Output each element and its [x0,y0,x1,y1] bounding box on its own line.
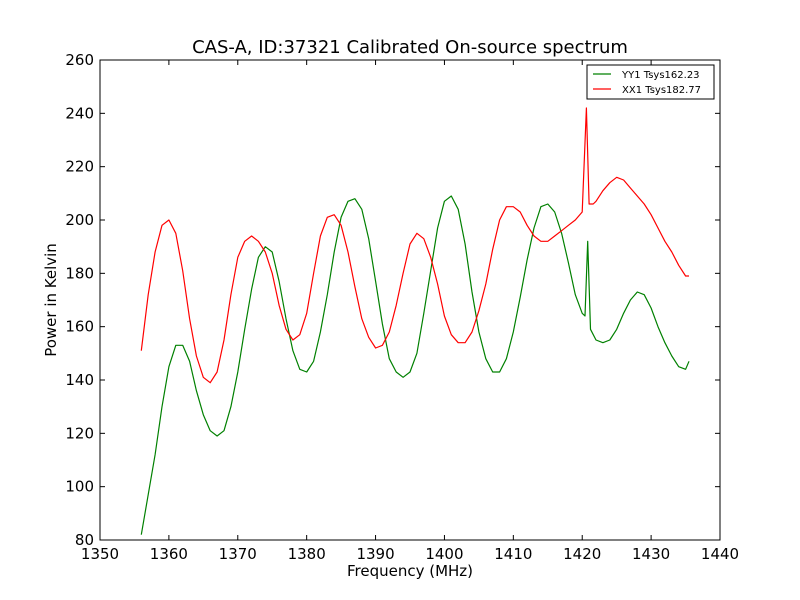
legend: YY1 Tsys162.23 XX1 Tsys182.77 [586,64,715,100]
y-tick-label: 220 [65,158,94,176]
y-tick-label: 240 [65,104,94,122]
legend-box [586,64,715,100]
x-axis: 1350 1360 1370 1380 1390 1400 1410 1420 1430 1440 [81,60,739,563]
plot-frame [99,59,721,541]
plot-area [100,60,720,540]
series-line-yy1 [140,195,690,535]
legend-label-xx1: XX1 Tsys182.77 [622,85,701,96]
x-tick-label: 1430 [632,545,670,563]
x-tick-label: 1390 [356,545,394,563]
y-axis: 80 100 120 140 160 180 200 220 240 260 [65,51,720,549]
y-tick-label: 80 [75,531,94,549]
series-layer [140,107,690,535]
x-tick-label: 1440 [701,545,739,563]
x-tick-label: 1350 [81,545,119,563]
y-tick-label: 100 [65,478,94,496]
y-tick-label: 120 [65,424,94,442]
chart-title: CAS-A, ID:37321 Calibrated On-source spe… [192,37,628,58]
x-tick-label: 1410 [494,545,532,563]
series-line-xx1 [140,107,689,384]
x-tick-label: 1370 [219,545,257,563]
y-tick-label: 160 [65,318,94,336]
y-tick-label: 140 [65,371,94,389]
legend-label-yy1: YY1 Tsys162.23 [621,70,700,81]
x-tick-label: 1360 [150,545,188,563]
y-tick-label: 260 [65,51,94,69]
x-tick-label: 1420 [563,545,601,563]
x-tick-label: 1400 [425,545,463,563]
y-axis-label: Power in Kelvin [42,243,60,357]
x-axis-label: Frequency (MHz) [347,562,473,580]
x-tick-label: 1380 [288,545,326,563]
y-tick-label: 200 [65,211,94,229]
y-tick-label: 180 [65,264,94,282]
